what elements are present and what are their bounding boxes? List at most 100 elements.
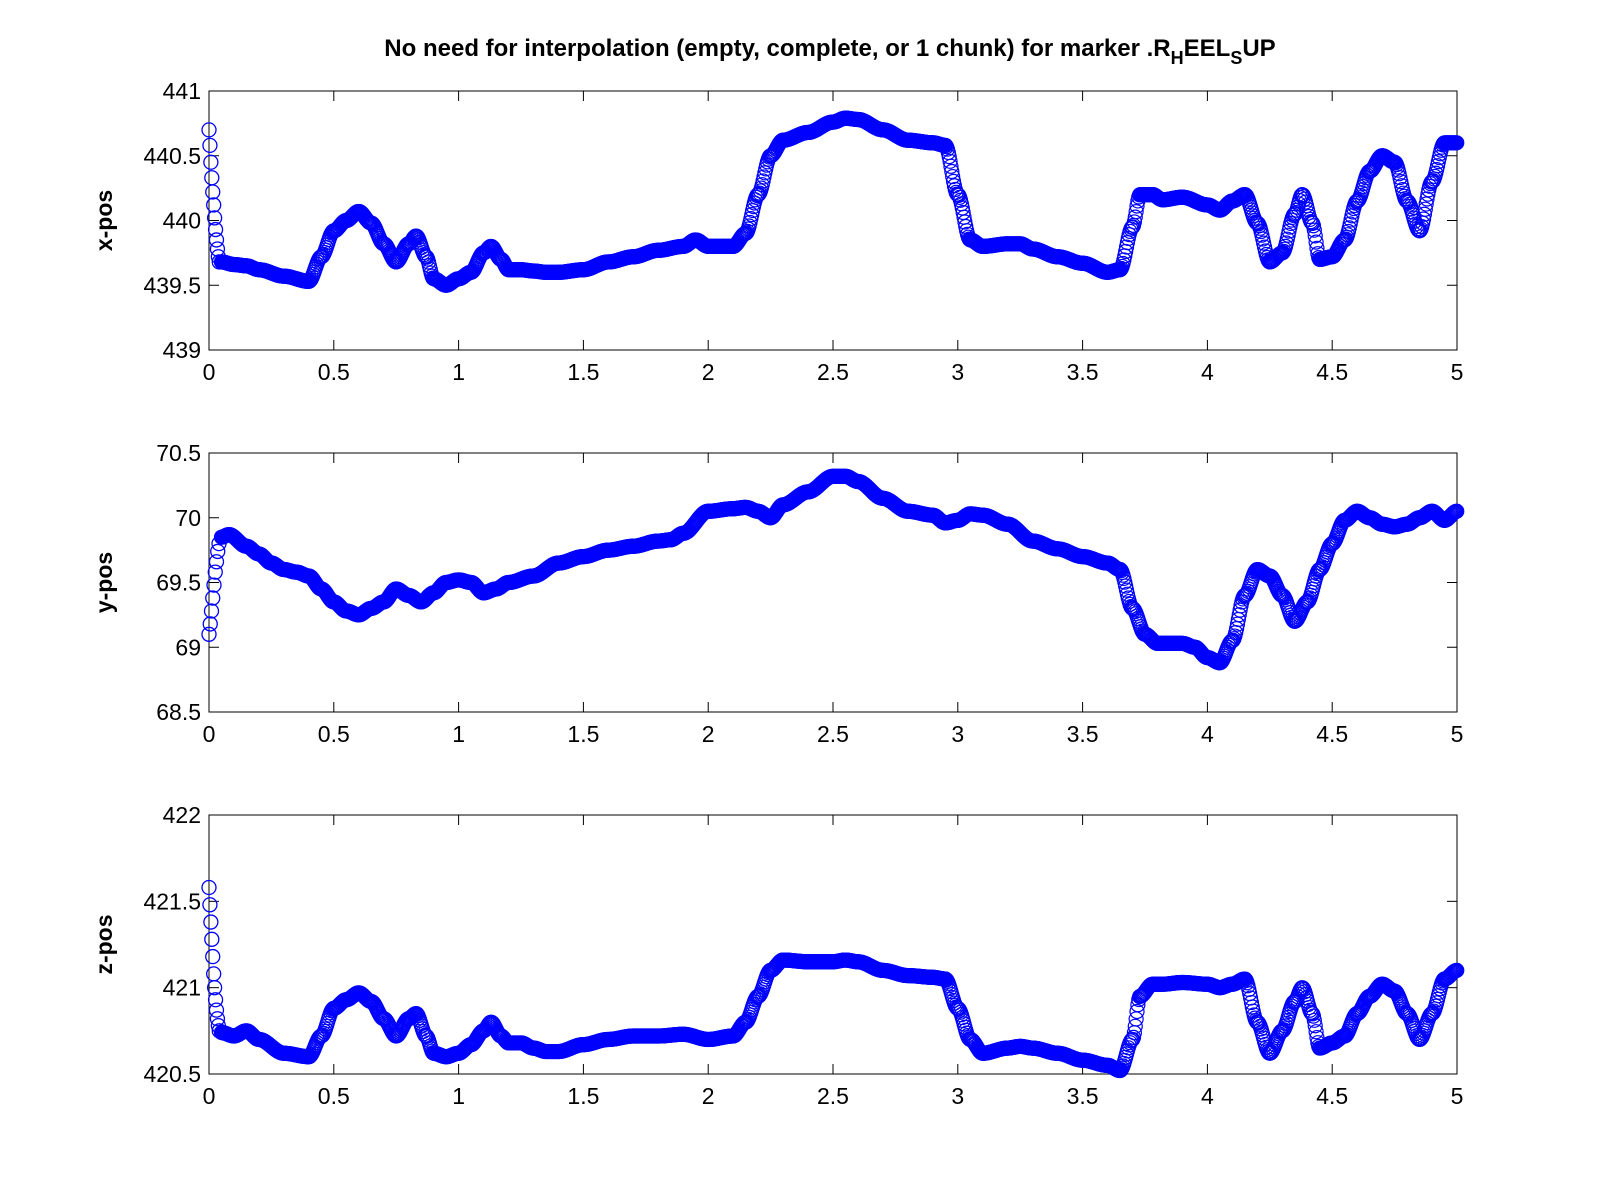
data-point — [1417, 201, 1433, 217]
x-tick-label: 2.5 — [817, 359, 849, 385]
data-point — [1272, 586, 1288, 602]
data-point — [1127, 1018, 1143, 1034]
x-tick-label: 5 — [1451, 721, 1464, 747]
data-point — [201, 122, 217, 138]
data-point — [1419, 191, 1435, 207]
data-point — [1271, 1026, 1288, 1042]
data-point — [735, 227, 751, 243]
y-tick-label: 422 — [163, 802, 201, 828]
x-tick-label: 4 — [1201, 1083, 1214, 1109]
y-tick-label: 68.5 — [156, 699, 201, 725]
data-point — [938, 137, 954, 154]
y-tick-label: 440 — [163, 208, 201, 234]
data-point — [203, 914, 219, 930]
data-point — [1444, 965, 1460, 981]
data-point — [210, 543, 226, 560]
data-point — [1424, 1005, 1440, 1022]
x-tick-label: 3.5 — [1067, 359, 1099, 385]
data-point — [203, 154, 219, 170]
data-point — [1308, 234, 1324, 250]
data-point — [208, 554, 225, 570]
data-point — [1449, 503, 1465, 519]
data-point — [311, 1029, 327, 1046]
x-tick-label: 4.5 — [1316, 721, 1348, 747]
data-point — [202, 616, 218, 632]
subplot-y-pos: 0 0.5 1 1.5 2 2.5 3 3.5 4 4.5 5 68.5 69 69.5 70 70.5 y-p… — [91, 440, 1465, 747]
data-point — [204, 931, 220, 947]
data-point — [1397, 1004, 1413, 1020]
x-tick-label: 1 — [452, 359, 465, 385]
data-point — [1306, 1012, 1322, 1028]
data-point — [1123, 1033, 1139, 1049]
data-point — [201, 879, 217, 896]
x-tick-label: 4 — [1201, 359, 1214, 385]
data-point — [1122, 1035, 1138, 1051]
data-point — [751, 186, 767, 202]
x-tick-label: 2.5 — [817, 1083, 849, 1109]
data-point — [942, 153, 958, 169]
y-axis-label: z-pos — [91, 914, 117, 974]
x-tick-label: 3 — [951, 1083, 964, 1109]
data-point — [1128, 203, 1144, 220]
data-markers — [201, 879, 1465, 1079]
x-tick-label: 2 — [702, 359, 715, 385]
data-point — [1449, 962, 1465, 979]
y-tick-label: 421.5 — [143, 888, 201, 914]
data-point — [1125, 1029, 1142, 1045]
x-tick-label: 5 — [1451, 359, 1464, 385]
data-markers — [201, 110, 1465, 293]
x-tick-label: 0.5 — [318, 1083, 350, 1109]
x-tick-label: 3.5 — [1067, 721, 1099, 747]
y-tick-label: 439.5 — [143, 272, 201, 298]
data-point — [1129, 1003, 1145, 1020]
subplot-x-pos: 0 0.5 1 1.5 2 2.5 3 3.5 4 4.5 5 439 439.5 440 440.5 441… — [91, 78, 1465, 385]
data-point — [1443, 507, 1460, 523]
data-point — [1231, 607, 1247, 623]
x-tick-label: 1.5 — [567, 1083, 599, 1109]
x-tick-label: 3 — [951, 721, 964, 747]
x-tick-label: 2 — [702, 721, 715, 747]
data-point — [1308, 1024, 1324, 1040]
x-tick-label: 2 — [702, 1083, 715, 1109]
x-tick-label: 1 — [452, 721, 465, 747]
data-point — [1275, 244, 1291, 261]
x-tick-label: 0 — [203, 359, 216, 385]
data-point — [205, 948, 221, 965]
data-point — [1422, 176, 1439, 192]
y-tick-label: 439 — [163, 337, 201, 363]
x-tick-label: 0 — [203, 1083, 216, 1109]
y-axis-label: y-pos — [91, 552, 117, 613]
data-point — [1306, 222, 1322, 238]
data-point — [1112, 1062, 1129, 1079]
data-point — [203, 603, 220, 619]
data-point — [205, 590, 221, 606]
data-point — [207, 992, 224, 1008]
data-point — [1333, 235, 1350, 251]
x-tick-label: 3.5 — [1067, 1083, 1099, 1109]
data-point — [205, 184, 221, 200]
x-tick-label: 4.5 — [1316, 359, 1348, 385]
data-point — [747, 992, 763, 1008]
data-point — [208, 1002, 225, 1018]
x-tick-label: 4.5 — [1316, 1083, 1348, 1109]
data-point — [1126, 214, 1142, 230]
data-point — [943, 158, 959, 174]
y-tick-label: 441 — [163, 78, 201, 104]
data-point — [1307, 1018, 1323, 1034]
data-point — [1307, 228, 1323, 244]
data-point — [206, 210, 223, 226]
data-point — [1422, 1006, 1439, 1023]
data-point — [207, 564, 223, 580]
x-tick-label: 5 — [1451, 1083, 1464, 1109]
data-point — [1416, 206, 1433, 222]
y-tick-label: 421 — [163, 975, 201, 1001]
data-point — [957, 214, 973, 230]
data-markers — [201, 468, 1465, 671]
subplot-z-pos: 0 0.5 1 1.5 2 2.5 3 3.5 4 4.5 5 420.5 421 421.5 422 z-p… — [91, 802, 1465, 1109]
y-axis-label: x-pos — [91, 190, 117, 251]
data-point — [202, 897, 218, 913]
x-tick-label: 0.5 — [318, 721, 350, 747]
data-point — [206, 980, 223, 996]
